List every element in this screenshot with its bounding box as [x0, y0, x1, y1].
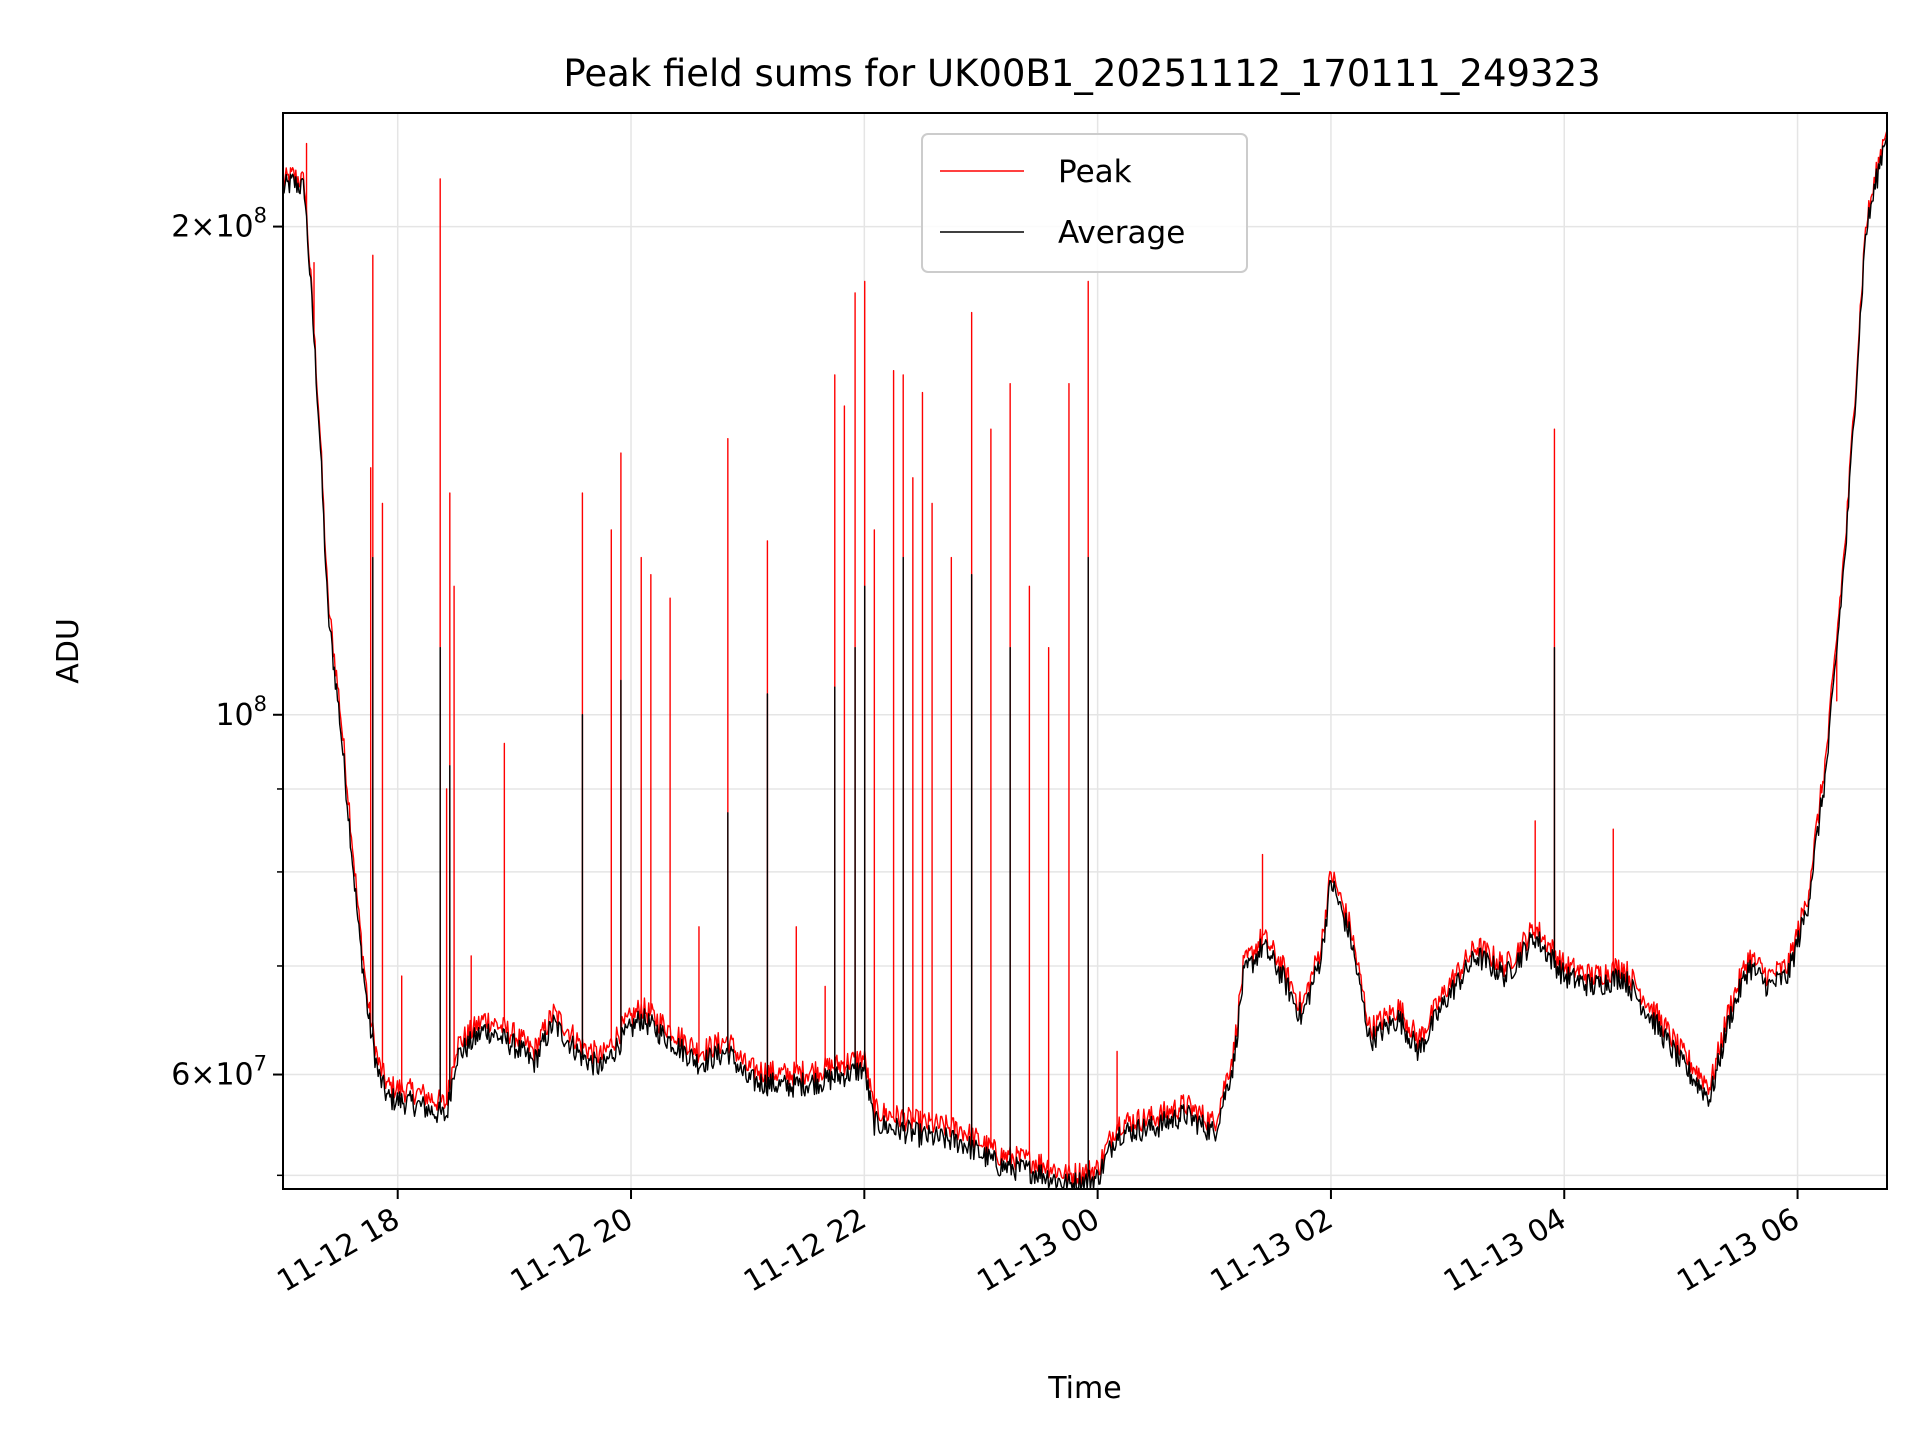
x-tick-label: 11-12 18	[271, 1202, 405, 1300]
legend-label-average: Average	[1058, 215, 1185, 251]
x-axis: 11-12 18 11-12 20 11-12 22 11-13 00 11-13 02…	[271, 1189, 1806, 1300]
y-tick-exponent: 8	[254, 692, 267, 716]
y-tick-label: 2×108	[171, 204, 267, 245]
y-tick-base: 10	[215, 1058, 253, 1093]
y-tick-base: 10	[215, 210, 253, 245]
x-tick-label: 11-12 22	[738, 1202, 872, 1300]
x-tick-label: 11-12 20	[505, 1202, 639, 1300]
series-line-average	[282, 136, 1888, 1190]
legend-label-peak: Peak	[1058, 154, 1132, 190]
y-tick-label: 6×107	[171, 1052, 267, 1093]
y-tick-exponent: 7	[254, 1052, 267, 1076]
y-tick-exponent: 8	[254, 204, 267, 228]
y-tick-times: ×	[190, 1058, 215, 1093]
grid-lines	[283, 113, 1887, 1189]
y-tick-mantissa: 6	[171, 1058, 190, 1093]
x-axis-label: Time	[1047, 1371, 1121, 1406]
x-tick-label: 11-13 04	[1438, 1202, 1572, 1300]
x-tick-label: 11-13 00	[971, 1202, 1105, 1300]
y-tick-times: ×	[190, 210, 215, 245]
x-tick-label: 11-13 06	[1671, 1202, 1805, 1300]
y-axis-label: ADU	[51, 618, 86, 684]
legend: Peak Average	[921, 133, 1248, 273]
series-line-peak	[282, 129, 1888, 1187]
y-tick-label: 108	[215, 692, 267, 733]
chart-title: Peak field sums for UK00B1_20251112_1701…	[563, 52, 1600, 95]
x-tick-label: 11-13 02	[1205, 1202, 1339, 1300]
y-tick-base: 10	[215, 698, 253, 733]
y-tick-mantissa: 2	[171, 210, 190, 245]
plot-frame	[282, 112, 1888, 1190]
plot-series	[282, 129, 1888, 1190]
legend-box	[921, 133, 1248, 273]
